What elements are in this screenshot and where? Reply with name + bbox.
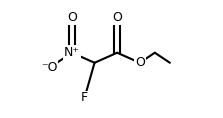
Text: ⁻O: ⁻O xyxy=(41,61,58,74)
Text: N⁺: N⁺ xyxy=(64,46,80,59)
Text: F: F xyxy=(81,91,88,104)
Text: O: O xyxy=(112,11,122,24)
Text: O: O xyxy=(135,56,145,69)
Text: O: O xyxy=(67,11,77,24)
